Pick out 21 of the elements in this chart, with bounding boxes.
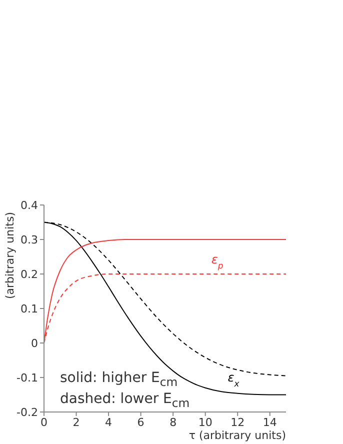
annotation: dashed: lower E$_{cm}$ [60, 390, 190, 412]
y-tick-label: 0.4 [20, 198, 38, 212]
y-axis-title: (arbitrary units) [4, 210, 16, 302]
series-label: ε$_{x}$ [228, 370, 240, 389]
x-tick-label: 2 [72, 416, 80, 429]
annotation: solid: higher E$_{cm}$ [60, 370, 179, 391]
x-tick-label: 8 [170, 416, 177, 429]
y-tick-label: -0.1 [16, 371, 38, 384]
y-tick-label: -0.2 [16, 406, 38, 419]
y-tick-label: 0.1 [20, 302, 38, 316]
x-tick-label: 14 [262, 416, 277, 429]
y-tick-label: 0.3 [20, 233, 38, 246]
x-tick-label: 0 [40, 416, 48, 429]
y-tick-label: 0 [31, 336, 38, 350]
x-axis-title: τ (arbitrary units) [188, 429, 286, 442]
x-tick-label: 6 [137, 416, 144, 429]
x-tick-label: 10 [198, 416, 212, 429]
x-tick-label: 4 [105, 416, 112, 429]
x-tick-label: 12 [230, 416, 245, 429]
series-label: ε$_{p}$ [211, 252, 224, 270]
y-tick-label: 0.2 [20, 268, 38, 281]
